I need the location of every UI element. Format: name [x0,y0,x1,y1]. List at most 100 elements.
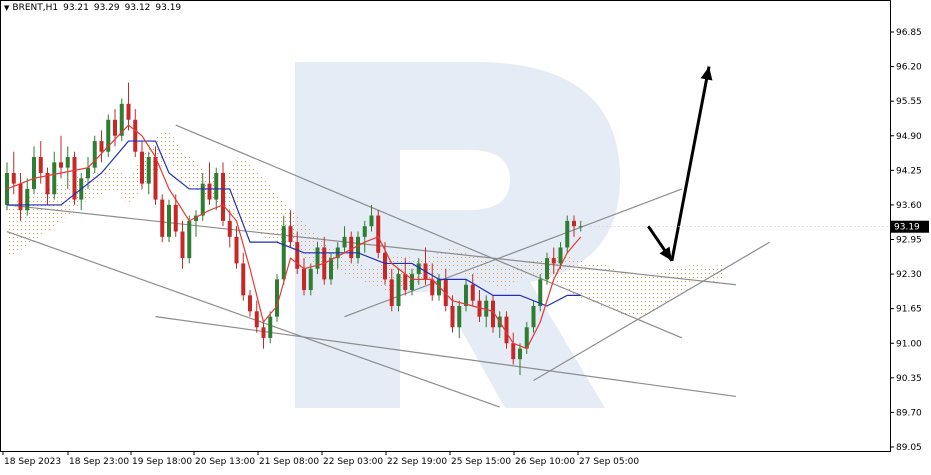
candle-body [545,258,549,280]
candle-body [450,306,455,328]
close-price: 93.19 [155,3,182,13]
x-tick-label: 22 Sep 03:00 [323,457,383,467]
candle-body [59,162,63,168]
candle-body [531,306,536,328]
candle-body [52,162,57,195]
candle-body [126,103,131,120]
candle-body [578,226,583,228]
candle-body [173,204,178,232]
candle-body [119,103,124,136]
candle-body [38,157,43,173]
x-tick-label: 25 Sep 15:00 [451,457,511,467]
candle-body [369,215,374,227]
x-tick-label: 27 Sep 05:00 [579,457,639,467]
candle-body [113,119,117,136]
candle-body [295,242,300,269]
candle-body [146,157,151,184]
candle-body [153,157,158,200]
time-axis: 18 Sep 2023 18 Sep 23:00 19 Sep 18:00 20 Se… [2,451,639,467]
low-price: 93.12 [124,3,151,13]
candle-body [551,258,556,264]
high-price: 93.29 [93,3,120,13]
current-price-label: 93.19 [894,223,920,233]
candle-body [194,215,198,221]
candle-body [349,236,354,259]
candle-body [511,343,516,360]
x-tick-label: 18 Sep 2023 [4,457,61,467]
candle-body [268,316,273,338]
candle-body [443,279,448,307]
candle-body [187,220,192,259]
y-tick-label: 91.00 [896,339,922,349]
candle-body [227,220,232,237]
plot-area-border [0,0,891,452]
y-tick-label: 96.85 [896,28,922,38]
symbol-label: BRENT,H1 [12,3,59,13]
trend-line-1 [6,230,500,408]
y-tick-label: 89.05 [896,443,922,453]
y-tick-label: 94.25 [896,166,922,176]
y-tick-label: 93.60 [896,201,922,211]
ichimoku-cloud [7,130,723,317]
x-tick-label: 22 Sep 19:00 [387,457,447,467]
candle-body [261,327,266,338]
broker-watermark-logo [295,62,620,408]
candle-body [558,247,563,264]
candle-body [275,279,279,317]
candle-body [65,157,70,168]
candle-body [99,141,104,152]
x-tick-label: 20 Sep 13:00 [195,457,255,467]
candle-body [140,151,144,184]
chart-header: ▼ BRENT,H1 93.21 93.29 93.12 93.19 [4,3,181,13]
candle-body [167,204,171,237]
candle-body [25,188,30,211]
candle-body [32,157,36,189]
y-tick-label: 89.70 [896,408,922,418]
candle-body [457,306,462,328]
candle-body [464,284,468,307]
y-tick-label: 94.90 [896,132,922,142]
price-axis: 96.85 96.20 95.55 94.90 94.25 93.60 92.95 92.30… [590,28,929,453]
candle-body [288,226,293,243]
y-tick-label: 90.35 [896,374,922,384]
y-tick-label: 96.20 [896,63,922,73]
candle-body [281,226,286,280]
candle-body [565,220,570,248]
trend-lines [6,124,771,408]
kijun-sen-line [7,140,581,307]
tenkan-sen-line [6,124,582,350]
candle-body [200,183,205,216]
y-tick-label: 91.65 [896,305,922,315]
candle-body [11,172,16,184]
candle-body [248,295,252,312]
candle-body [72,157,77,200]
trend-line-5 [344,188,683,318]
arrowhead-icon [659,246,672,261]
candle-body [5,172,9,205]
trend-line-4 [155,316,737,398]
dropdown-triangle-icon[interactable]: ▼ [4,4,10,12]
candle-body [416,263,421,275]
candle-body [180,231,185,259]
candle-body [160,199,165,237]
y-tick-label: 92.95 [896,236,922,246]
candle-body [572,220,576,227]
candle-body [484,300,489,317]
candle-body [430,279,435,296]
candle-body [45,172,50,195]
candle-body [234,236,239,264]
candle-body [477,300,482,317]
candle-body [518,348,522,360]
candle-body [254,311,259,328]
candle-body [491,300,495,328]
candle-body [524,327,529,349]
x-tick-label: 26 Sep 10:00 [515,457,575,467]
candle-body [241,263,246,296]
candle-body [221,172,225,221]
trend-line-2 [175,124,683,339]
candle-body [86,167,90,179]
candle-body [133,119,138,152]
x-tick-label: 21 Sep 08:00 [259,457,319,467]
